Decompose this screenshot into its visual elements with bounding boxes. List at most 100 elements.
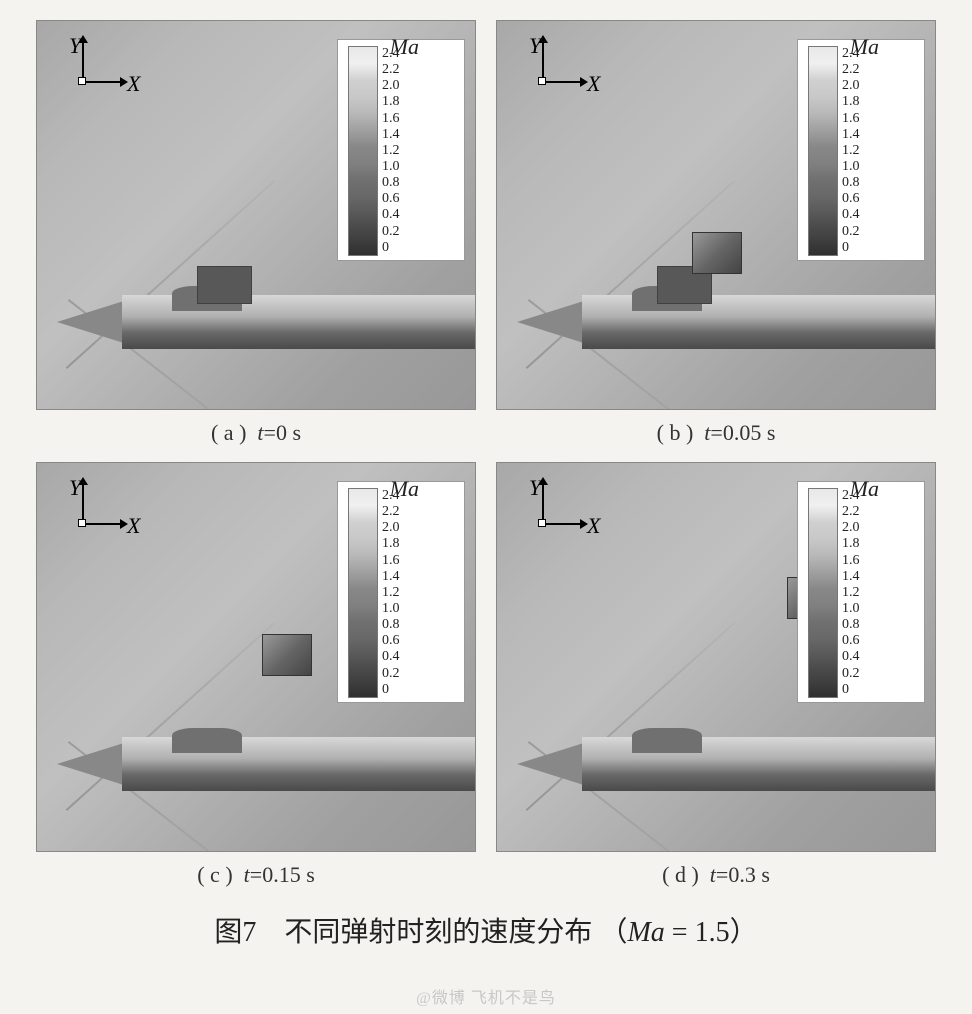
panel-t-value: =0.3 s bbox=[716, 862, 770, 887]
colorbar-tick: 0.6 bbox=[382, 633, 400, 649]
aircraft-canopy bbox=[632, 728, 702, 753]
caption-prefix: 图7 bbox=[214, 917, 256, 948]
colorbar-ticks: 2.42.22.01.81.61.41.21.00.80.60.40.20 bbox=[842, 488, 860, 698]
colorbar-label: Ma bbox=[850, 476, 879, 502]
axis-x bbox=[542, 81, 582, 83]
aircraft-nose bbox=[57, 742, 127, 786]
panel-caption-b: ( b ) t=0.05 s bbox=[657, 420, 776, 446]
aircraft-canopy bbox=[172, 728, 242, 753]
axis-marker: Y X bbox=[527, 483, 597, 543]
colorbar-tick: 0.4 bbox=[382, 649, 400, 665]
colorbar-tick: 1.0 bbox=[382, 159, 400, 175]
caption-ma-label: Ma bbox=[627, 917, 664, 948]
colorbar-tick: 1.6 bbox=[842, 553, 860, 569]
axis-x bbox=[82, 81, 122, 83]
axis-y bbox=[82, 483, 84, 523]
colorbar-tick: 1.2 bbox=[842, 585, 860, 601]
colorbar-box: Ma2.42.22.01.81.61.41.21.00.80.60.40.20 bbox=[797, 39, 925, 261]
colorbar-label: Ma bbox=[850, 34, 879, 60]
colorbar-tick: 1.6 bbox=[382, 553, 400, 569]
colorbar-tick: 0.8 bbox=[842, 617, 860, 633]
axis-y bbox=[82, 41, 84, 81]
colorbar-gradient bbox=[808, 46, 838, 256]
axis-y-label: Y bbox=[529, 475, 541, 501]
panel-caption-c: ( c ) t=0.15 s bbox=[197, 862, 315, 888]
colorbar-tick: 2.0 bbox=[842, 78, 860, 94]
colorbar-gradient bbox=[348, 46, 378, 256]
colorbar-gradient bbox=[348, 488, 378, 698]
axis-marker: Y X bbox=[527, 41, 597, 101]
caption-paren-open: （ bbox=[599, 917, 627, 948]
figure-container: Y X Ma2.42.22.01.81.61.41.21.00.80.60.40… bbox=[0, 0, 972, 970]
watermark: @微博 飞机不是鸟 bbox=[416, 984, 556, 1008]
colorbar-tick: 1.2 bbox=[382, 585, 400, 601]
axis-x-label: X bbox=[587, 71, 600, 97]
axis-origin-icon bbox=[78, 519, 86, 527]
colorbar-tick: 1.0 bbox=[382, 601, 400, 617]
colorbar-ticks: 2.42.22.01.81.61.41.21.00.80.60.40.20 bbox=[382, 488, 400, 698]
panel-letter: ( d ) bbox=[662, 862, 699, 887]
colorbar-tick: 1.4 bbox=[842, 127, 860, 143]
caption-text: 不同弹射时刻的速度分布 bbox=[284, 917, 592, 948]
panel-t-value: =0.15 s bbox=[250, 862, 315, 887]
axis-x bbox=[542, 523, 582, 525]
colorbar-tick: 2.2 bbox=[842, 504, 860, 520]
panel-wrap-c: Y X Ma2.42.22.01.81.61.41.21.00.80.60.40… bbox=[30, 462, 482, 896]
axis-marker: Y X bbox=[67, 41, 137, 101]
panel-wrap-a: Y X Ma2.42.22.01.81.61.41.21.00.80.60.40… bbox=[30, 20, 482, 454]
colorbar-tick: 1.6 bbox=[842, 111, 860, 127]
colorbar-box: Ma2.42.22.01.81.61.41.21.00.80.60.40.20 bbox=[337, 39, 465, 261]
panel-caption-a: ( a ) t=0 s bbox=[211, 420, 301, 446]
aircraft-nose bbox=[57, 300, 127, 344]
colorbar-tick: 2.2 bbox=[842, 62, 860, 78]
axis-x-label: X bbox=[127, 513, 140, 539]
axis-y bbox=[542, 483, 544, 523]
axis-x bbox=[82, 523, 122, 525]
colorbar-tick: 0.6 bbox=[382, 191, 400, 207]
aircraft-nose bbox=[517, 300, 587, 344]
panel-t-value: =0.05 s bbox=[710, 420, 775, 445]
panel-c: Y X Ma2.42.22.01.81.61.41.21.00.80.60.40… bbox=[36, 462, 476, 852]
colorbar-tick: 0.2 bbox=[842, 666, 860, 682]
colorbar-tick: 0 bbox=[842, 240, 860, 256]
panels-grid: Y X Ma2.42.22.01.81.61.41.21.00.80.60.40… bbox=[30, 20, 942, 896]
colorbar-tick: 0.2 bbox=[382, 224, 400, 240]
colorbar-label: Ma bbox=[390, 476, 419, 502]
colorbar-label: Ma bbox=[390, 34, 419, 60]
panel-letter: ( b ) bbox=[657, 420, 694, 445]
colorbar-ticks: 2.42.22.01.81.61.41.21.00.80.60.40.20 bbox=[382, 46, 400, 256]
ejected-store bbox=[692, 232, 742, 274]
colorbar-tick: 0.8 bbox=[382, 617, 400, 633]
colorbar-tick: 1.4 bbox=[842, 569, 860, 585]
colorbar-tick: 1.2 bbox=[382, 143, 400, 159]
colorbar-tick: 1.8 bbox=[382, 536, 400, 552]
axis-y-label: Y bbox=[529, 33, 541, 59]
colorbar-tick: 0.4 bbox=[842, 207, 860, 223]
axis-origin-icon bbox=[538, 77, 546, 85]
colorbar-tick: 0.4 bbox=[382, 207, 400, 223]
figure-caption: 图7 不同弹射时刻的速度分布 （Ma = 1.5） bbox=[30, 910, 942, 950]
colorbar-tick: 1.6 bbox=[382, 111, 400, 127]
axis-y bbox=[542, 41, 544, 81]
axis-marker: Y X bbox=[67, 483, 137, 543]
colorbar-tick: 1.0 bbox=[842, 159, 860, 175]
colorbar-tick: 0 bbox=[382, 240, 400, 256]
colorbar-tick: 0.4 bbox=[842, 649, 860, 665]
axis-y-label: Y bbox=[69, 33, 81, 59]
axis-x-label: X bbox=[587, 513, 600, 539]
panel-d: Y X Ma2.42.22.01.81.61.41.21.00.80.60.40… bbox=[496, 462, 936, 852]
colorbar-tick: 1.8 bbox=[842, 94, 860, 110]
panel-a: Y X Ma2.42.22.01.81.61.41.21.00.80.60.40… bbox=[36, 20, 476, 410]
colorbar-tick: 1.8 bbox=[382, 94, 400, 110]
panel-b: Y X Ma2.42.22.01.81.61.41.21.00.80.60.40… bbox=[496, 20, 936, 410]
colorbar-tick: 0.8 bbox=[382, 175, 400, 191]
colorbar-tick: 0 bbox=[842, 682, 860, 698]
colorbar-tick: 2.2 bbox=[382, 62, 400, 78]
colorbar-tick: 1.2 bbox=[842, 143, 860, 159]
panel-caption-d: ( d ) t=0.3 s bbox=[662, 862, 770, 888]
panel-letter: ( a ) bbox=[211, 420, 246, 445]
colorbar-tick: 0.8 bbox=[842, 175, 860, 191]
colorbar-tick: 1.4 bbox=[382, 569, 400, 585]
colorbar-tick: 1.4 bbox=[382, 127, 400, 143]
colorbar-tick: 0.6 bbox=[842, 191, 860, 207]
